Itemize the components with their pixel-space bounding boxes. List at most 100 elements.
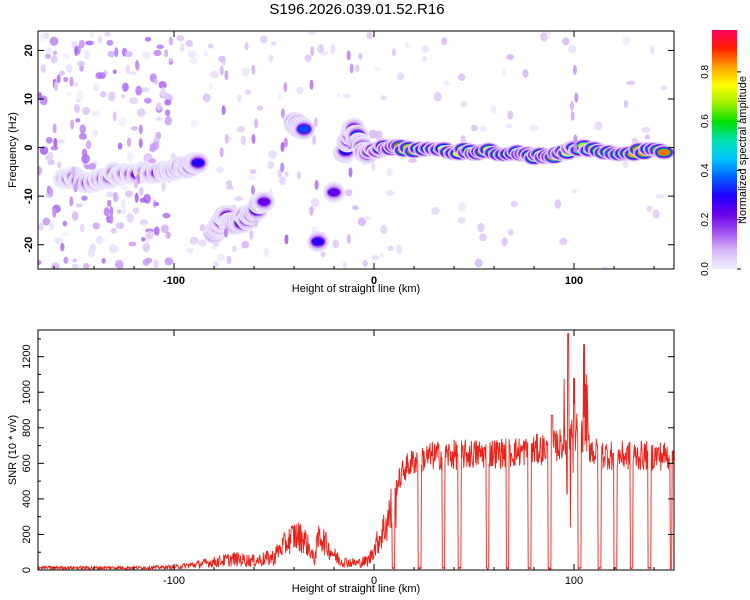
noise-blob (70, 119, 75, 130)
noise-blob (623, 100, 629, 109)
noise-blob (44, 53, 51, 59)
noise-blob (250, 185, 255, 196)
noise-blob (574, 92, 579, 103)
noise-blob (115, 262, 124, 269)
noise-blob (79, 124, 86, 135)
noise-blob (249, 169, 257, 174)
noise-blob (280, 141, 285, 152)
snr-ytick-label: 0 (21, 567, 33, 573)
colorbar-tick-label: 0.2 (700, 212, 711, 226)
noise-blob (474, 258, 483, 268)
noise-blob (431, 206, 440, 216)
spectrogram-ytick-label: 0 (23, 145, 35, 151)
spectrogram-xtick-label: -100 (163, 275, 185, 287)
noise-blob (241, 240, 250, 249)
noise-blob (226, 185, 234, 190)
noise-blob (386, 168, 393, 177)
noise-blob (346, 233, 351, 244)
noise-blob (244, 89, 252, 95)
noise-blob (76, 90, 84, 99)
noise-blob (433, 92, 442, 102)
noise-blob (136, 108, 146, 117)
noise-blob (573, 142, 578, 153)
noise-blob (644, 134, 651, 140)
noise-blob (330, 44, 336, 54)
noise-blob (554, 199, 562, 209)
colorbar-ticks: 0.0 0.2 0.4 0.6 0.8 (700, 64, 741, 276)
noise-blob (387, 245, 394, 252)
noise-blob (49, 187, 54, 198)
noise-blob (241, 67, 250, 77)
spectrogram-ytick-label: -20 (23, 237, 35, 253)
snr-ytick-label: 800 (21, 419, 33, 437)
noise-blob (501, 69, 507, 77)
noise-blob (135, 59, 140, 70)
noise-blob (397, 72, 405, 81)
noise-blob (164, 257, 174, 266)
noise-blob (309, 205, 314, 216)
noise-blob (164, 49, 169, 58)
noise-blob (89, 31, 95, 39)
noise-blob (646, 205, 653, 212)
noise-blob (249, 229, 254, 240)
noise-blob (139, 219, 149, 226)
noise-blob (153, 49, 162, 57)
noise-blob (38, 92, 43, 101)
noise-blob (622, 36, 630, 46)
ridge-blob (658, 149, 670, 156)
noise-blob (162, 92, 169, 98)
noise-blob (125, 64, 131, 75)
noise-blob (244, 42, 249, 51)
snr-ytick-label: 1200 (21, 344, 33, 368)
ridge-blob (328, 188, 340, 196)
noise-blob (92, 130, 98, 137)
snr-xlabel: Height of straight line (km) (292, 583, 420, 595)
noise-blob (63, 76, 69, 83)
noise-blob (594, 121, 603, 131)
snr-xtick-label: 100 (565, 575, 583, 587)
noise-blob (309, 79, 314, 90)
noise-blob (253, 217, 258, 228)
noise-blob (460, 135, 466, 144)
noise-blob (53, 137, 58, 148)
noise-blob (380, 225, 388, 235)
noise-blob (507, 110, 514, 120)
noise-blob (559, 237, 568, 246)
noise-blob (84, 164, 90, 170)
colorbar-tick-label: 0.0 (700, 262, 711, 276)
noise-blob (573, 134, 578, 145)
noise-blob (69, 76, 74, 87)
noise-blob (63, 256, 69, 265)
noise-blob (506, 54, 515, 60)
noise-blob (42, 217, 51, 226)
noise-blob (78, 133, 87, 140)
noise-blob (80, 223, 85, 233)
noise-blob (391, 48, 397, 57)
noise-blob (363, 216, 372, 221)
noise-blob (82, 106, 91, 116)
noise-blob (371, 255, 379, 261)
noise-blob (56, 74, 61, 84)
noise-blob (421, 56, 428, 62)
noise-blob (140, 87, 150, 93)
noise-blob (210, 70, 219, 79)
noise-blob (95, 235, 104, 245)
noise-blob (224, 133, 229, 144)
ridge-blob (298, 125, 310, 133)
noise-blob (246, 175, 256, 181)
noise-blob (226, 255, 232, 265)
snr-xtick-label: 0 (371, 575, 377, 587)
noise-blob (153, 259, 159, 269)
noise-blob (352, 205, 359, 211)
snr-ylabel: SNR (10 * v/v) (7, 415, 19, 485)
noise-blob (180, 42, 185, 52)
spectrogram-ytick-label: -10 (23, 188, 35, 204)
noise-blob (85, 140, 92, 150)
noise-blob (54, 237, 64, 244)
noise-blob (138, 138, 143, 149)
noise-blob (40, 32, 45, 42)
noise-blob (268, 54, 274, 63)
noise-blob (237, 94, 242, 102)
noise-blob (81, 153, 90, 164)
noise-blob (160, 224, 169, 234)
